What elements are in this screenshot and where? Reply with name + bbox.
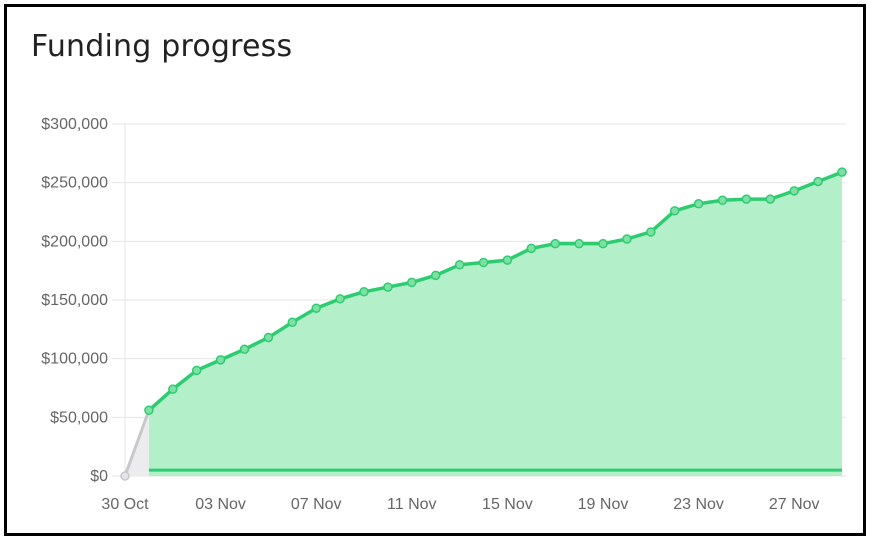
data-point [120,471,130,481]
data-point [813,176,823,187]
x-tick-label: 23 Nov [673,496,724,513]
y-tick-label: $50,000 [50,409,108,426]
y-tick-label: $0 [90,468,108,485]
data-point [430,270,441,281]
data-point [168,384,178,394]
data-point [741,194,752,204]
x-tick-label: 27 Nov [769,496,820,513]
x-tick-label: 15 Nov [482,496,533,513]
y-tick-label: $250,000 [41,175,108,192]
data-point [263,332,274,343]
data-point [478,257,489,268]
y-tick-label: $100,000 [41,351,108,368]
data-point [144,405,154,416]
data-point [287,317,298,328]
data-point [311,303,321,313]
x-tick-label: 11 Nov [387,496,437,513]
data-point [526,243,537,254]
x-tick-label: 19 Nov [578,496,629,513]
data-point [789,186,799,196]
data-point [765,194,776,204]
data-point [669,206,680,216]
first-segment-line [123,409,151,477]
y-tick-label: $150,000 [41,292,108,309]
data-point [454,260,465,270]
x-tick-label: 03 Nov [195,496,246,513]
data-point [574,238,584,249]
data-point [717,195,728,206]
data-point [191,365,202,376]
data-point [335,294,345,304]
data-point [502,255,513,265]
x-tick-label: 07 Nov [291,496,342,513]
data-point [407,277,417,288]
x-tick-label: 30 Oct [101,496,149,513]
data-point [215,355,226,365]
data-point [598,238,608,249]
data-point [359,287,369,297]
data-point [693,199,704,209]
data-point [622,234,632,244]
data-point [550,238,560,249]
y-tick-label: $300,000 [41,116,108,133]
y-tick-label: $200,000 [41,233,108,250]
data-point [239,344,250,355]
data-point [837,167,847,177]
data-point [383,282,393,292]
chart-title: Funding progress [31,29,293,64]
data-point [646,227,656,237]
funding-area [148,172,842,476]
